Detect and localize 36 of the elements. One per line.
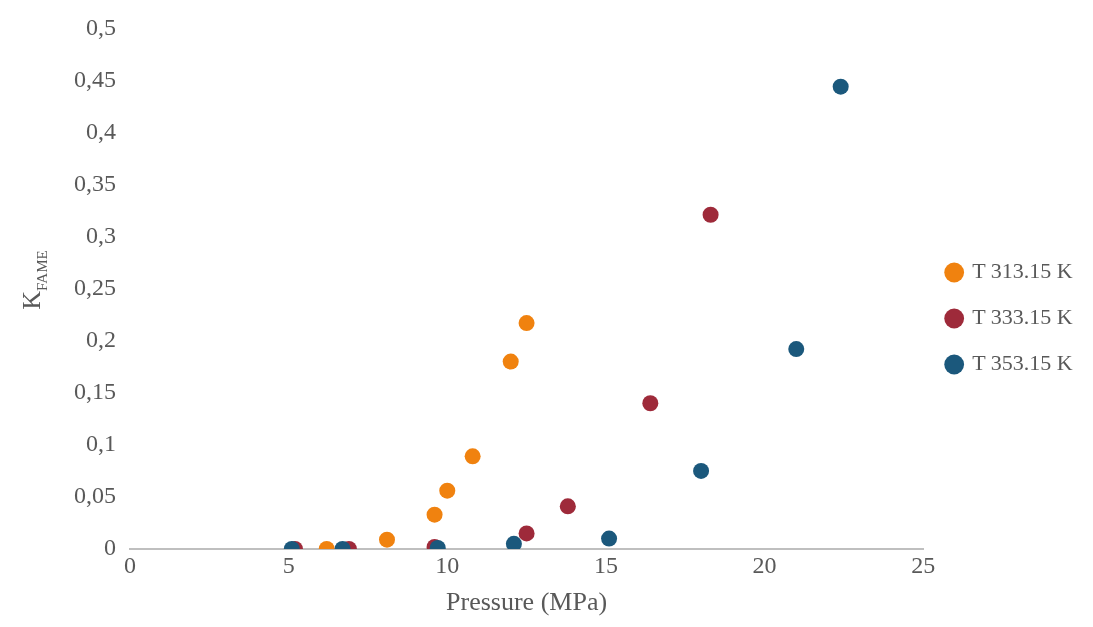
point xyxy=(505,535,522,549)
legend-label: T 333.15 K xyxy=(972,304,1073,330)
point xyxy=(464,448,481,465)
x-tick-label: 0 xyxy=(124,551,136,578)
legend-label: T 353.15 K xyxy=(972,350,1073,376)
point xyxy=(702,206,719,223)
point xyxy=(502,353,519,370)
point xyxy=(518,525,535,542)
y-tick-label: 0 xyxy=(104,534,116,561)
point xyxy=(439,482,456,499)
y-tick-label: 0,4 xyxy=(86,117,116,144)
x-tick-label: 5 xyxy=(282,551,295,578)
x-tick-label: 15 xyxy=(593,551,618,578)
point xyxy=(426,506,443,523)
point xyxy=(378,531,395,548)
x-axis-title: Pressure (MPa) xyxy=(446,587,608,617)
point xyxy=(693,462,710,479)
x-tick-label: 25 xyxy=(911,551,936,578)
y-tick-label: 0,35 xyxy=(74,169,116,196)
point xyxy=(559,498,576,515)
legend-label: T 313.15 K xyxy=(972,258,1073,284)
y-tick-label: 0,25 xyxy=(74,274,116,300)
y-tick-label: 0,15 xyxy=(74,378,116,405)
y-tick-label: 0,5 xyxy=(86,13,116,40)
point xyxy=(642,395,659,412)
point xyxy=(832,78,849,95)
point xyxy=(788,341,805,358)
y-tick-label: 0,3 xyxy=(86,221,116,248)
y-tick-label: 0,1 xyxy=(86,430,116,457)
y-tick-label: 0,05 xyxy=(74,482,116,509)
point xyxy=(601,530,618,547)
point xyxy=(518,315,535,332)
x-tick-label: 10 xyxy=(435,551,460,578)
y-tick-label: 0,45 xyxy=(74,65,116,92)
x-tick-label: 20 xyxy=(752,551,777,578)
y-tick-label: 0,2 xyxy=(86,326,116,353)
